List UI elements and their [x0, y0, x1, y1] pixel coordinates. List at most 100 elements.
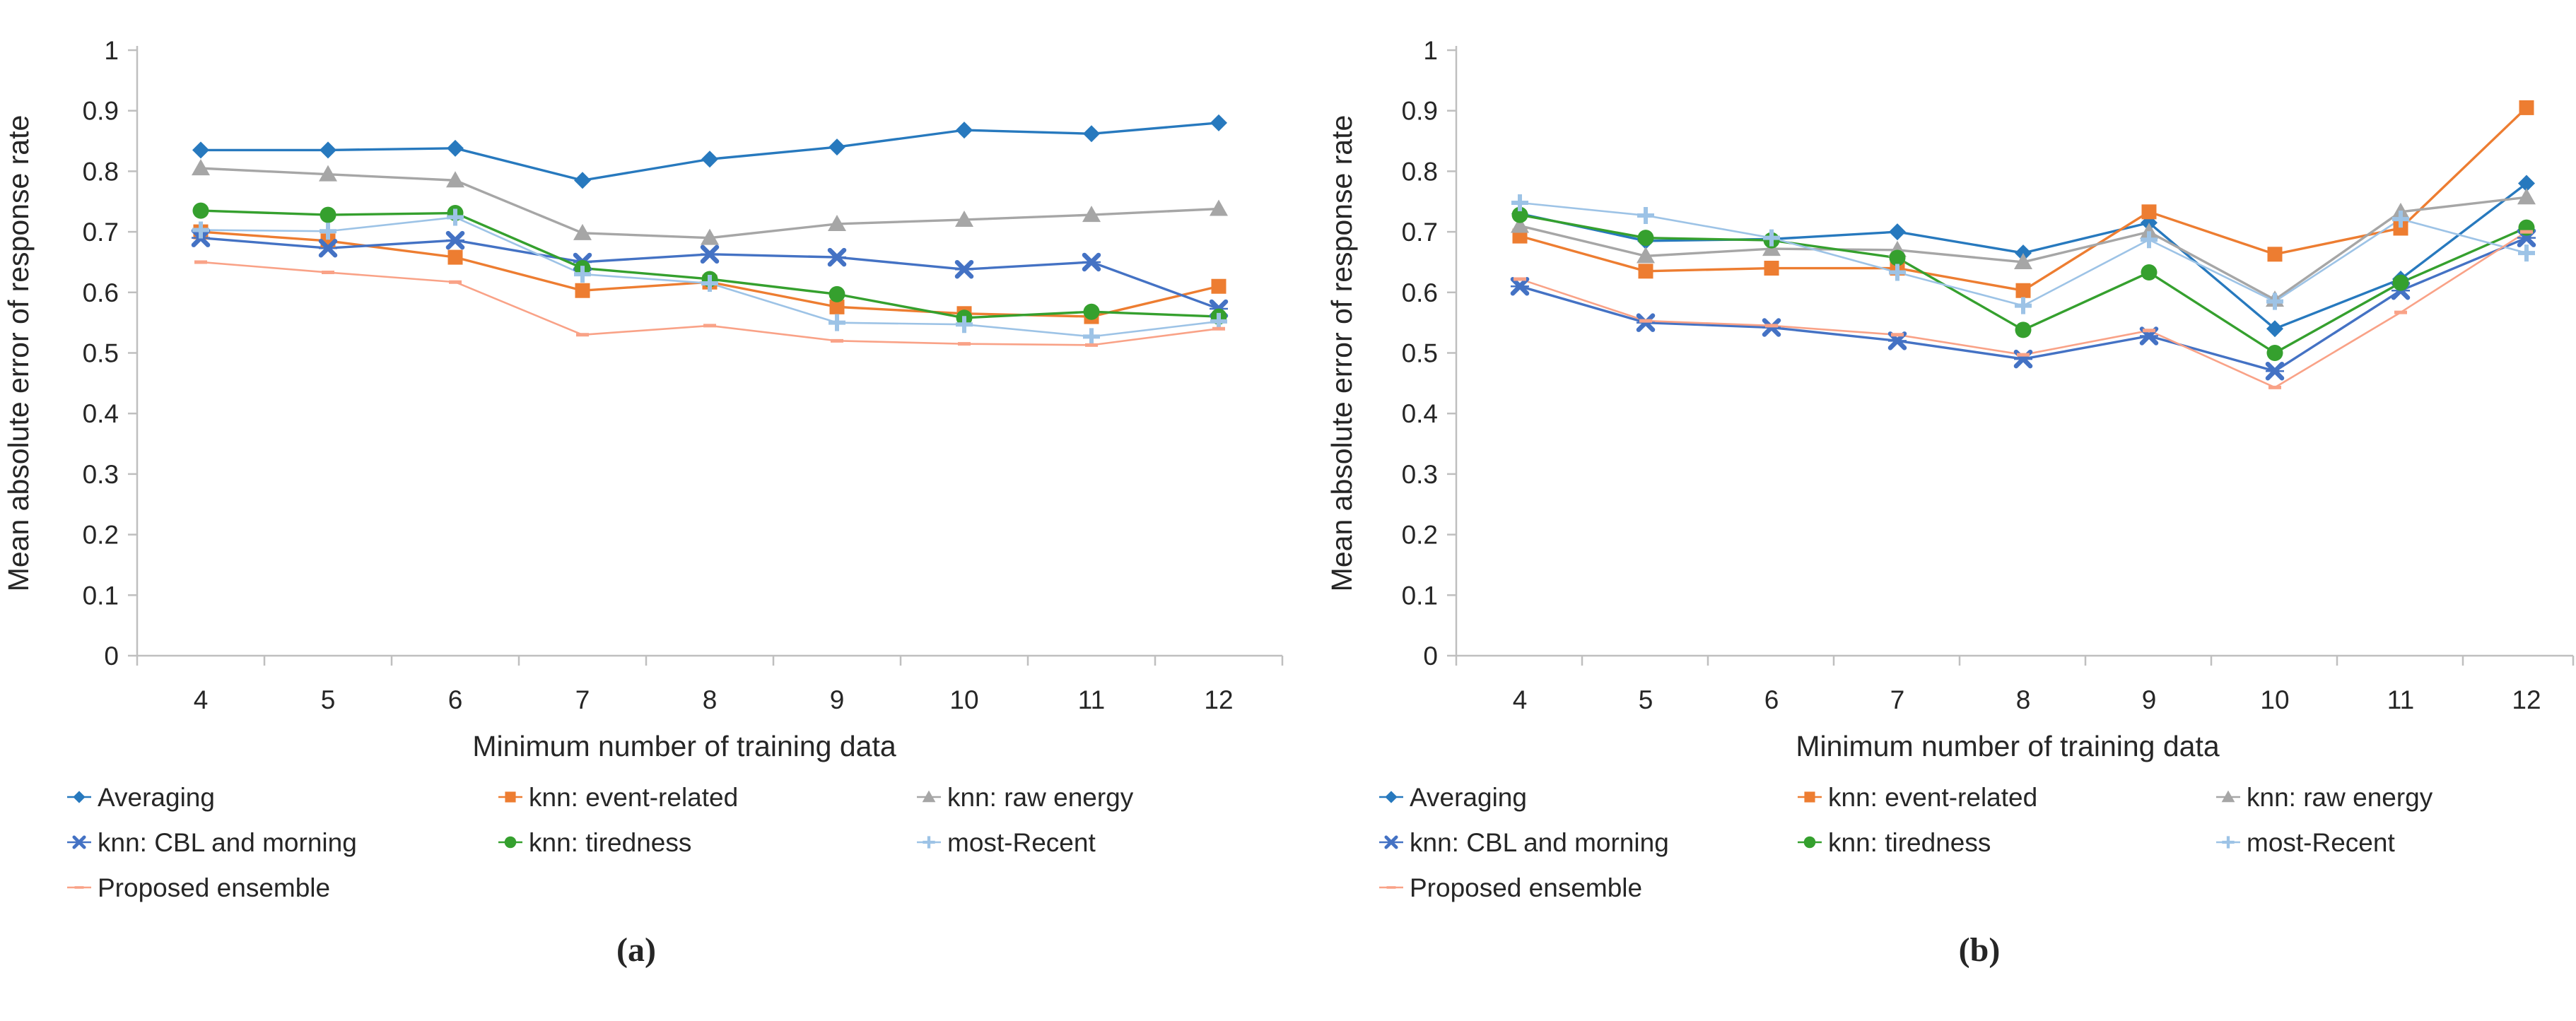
legend-label: knn: raw energy: [947, 783, 1134, 812]
legend-label: most-Recent: [947, 828, 1096, 857]
y-tick-label: 0.2: [1402, 521, 1438, 550]
x-tick-label: 6: [448, 685, 463, 714]
square-marker: [1211, 278, 1226, 294]
plus-marker: [2266, 293, 2283, 310]
x-tick-label: 7: [1890, 685, 1905, 714]
legend-label: Proposed ensemble: [1410, 873, 1642, 902]
legend: Averaging knn: event-related knn: raw ener…: [67, 783, 1134, 902]
plus-marker: [192, 221, 209, 239]
triangle-marker: [2014, 252, 2032, 269]
circle-marker: [2266, 345, 2283, 361]
y-tick-label: 0.4: [1402, 399, 1438, 428]
y-axis-title: Mean absolute error of response rate: [1325, 115, 1358, 592]
legend-label: Averaging: [98, 783, 215, 812]
series-markers-6: [1514, 230, 2533, 389]
circle-marker: [1889, 249, 1906, 266]
diamond-marker: [1083, 125, 1100, 143]
series-markers-2: [192, 159, 1228, 245]
diamond-marker: [1210, 114, 1227, 131]
y-tick-label: 0.2: [83, 521, 119, 550]
y-tick-label: 1: [104, 36, 119, 65]
square-marker: [447, 249, 463, 265]
plus-marker: [829, 314, 845, 331]
x-tick-label: 4: [194, 685, 209, 714]
triangle-marker: [1637, 247, 1655, 264]
x-tick-label: 8: [2016, 685, 2031, 714]
legend-item: Proposed ensemble: [67, 873, 330, 902]
diamond-marker: [2518, 175, 2535, 192]
diamond-marker: [192, 141, 209, 159]
circle-marker: [192, 202, 209, 219]
triangle-marker: [573, 223, 592, 240]
series-markers-6: [194, 260, 1225, 347]
y-tick-label: 0: [1423, 642, 1438, 671]
y-tick-label: 0.3: [83, 460, 119, 489]
plus-marker: [956, 316, 973, 334]
square-marker: [2015, 283, 2031, 298]
legend-label: knn: raw energy: [2247, 783, 2433, 812]
x-tick-label: 7: [575, 685, 590, 714]
circle-marker: [1511, 206, 1528, 223]
diamond-marker: [1889, 223, 1906, 241]
x-tick-label: 10: [949, 685, 978, 714]
legend-item: knn: CBL and morning: [1379, 828, 1669, 857]
series-markers-5: [192, 208, 1227, 346]
x-tick-label: 5: [1639, 685, 1653, 714]
triangle-marker: [2140, 223, 2158, 240]
series-markers-1: [1512, 100, 2534, 298]
plus-marker: [1511, 194, 1528, 211]
circle-marker: [1803, 836, 1816, 849]
circle-marker: [829, 285, 845, 302]
legend-label: knn: tiredness: [1828, 828, 1991, 857]
legend-label: knn: event-related: [1828, 783, 2037, 812]
square-marker: [1804, 791, 1815, 803]
y-tick-label: 1: [1423, 36, 1438, 65]
plus-marker: [2141, 231, 2158, 249]
x-tick-label: 12: [2512, 685, 2541, 714]
diamond-marker: [956, 122, 973, 139]
legend-label: knn: event-related: [529, 783, 738, 812]
circle-marker: [1637, 230, 1654, 247]
triangle-marker: [922, 790, 936, 803]
diamond-marker: [574, 172, 591, 189]
panel-sublabel: (a): [616, 931, 656, 969]
x-tick-label: 4: [1513, 685, 1528, 714]
series-markers-0: [192, 114, 1227, 189]
y-tick-label: 0.7: [83, 218, 119, 247]
triangle-marker: [1210, 199, 1228, 216]
circle-marker: [1083, 303, 1100, 320]
x-axis-title: Minimum number of training data: [1796, 730, 2220, 762]
triangle-marker: [2517, 188, 2536, 205]
circle-marker: [320, 206, 336, 223]
plus-marker: [320, 223, 336, 240]
legend-label: Averaging: [1410, 783, 1527, 812]
y-tick-label: 0.5: [83, 339, 119, 368]
plus-marker: [574, 266, 591, 283]
y-tick-label: 0.1: [1402, 581, 1438, 610]
y-tick-label: 0.9: [83, 97, 119, 126]
legend-item: most-Recent: [2216, 828, 2395, 857]
legend-item: knn: event-related: [1798, 783, 2037, 812]
y-tick-label: 0.8: [1402, 157, 1438, 186]
chart-panel-a: 1 0.9 0.8 0.7 0.6 0.5 0.4 0.3 0.2 0.1 0 4 5 6 7 8 9 10 11 1…: [2, 36, 1284, 969]
legend-label: Proposed ensemble: [98, 873, 330, 902]
x-axis-title: Minimum number of training data: [472, 730, 896, 762]
triangle-marker: [192, 159, 210, 176]
plus-marker: [2518, 244, 2535, 262]
x-tick-label: 11: [2387, 685, 2414, 714]
legend-label: knn: tiredness: [529, 828, 691, 857]
square-marker: [1764, 261, 1779, 276]
plus-marker: [2392, 211, 2409, 228]
triangle-marker: [319, 165, 337, 182]
legend-item: knn: raw energy: [2216, 783, 2433, 812]
y-tick-label: 0.3: [1402, 460, 1438, 489]
legend-item: knn: tiredness: [498, 828, 691, 857]
y-tick-label: 0.7: [1402, 218, 1438, 247]
y-tick-label: 0.8: [83, 157, 119, 186]
x-tick-label: 11: [1078, 685, 1105, 714]
square-marker: [1638, 264, 1653, 279]
circle-marker: [504, 836, 517, 849]
x-tick-label: 9: [830, 685, 845, 714]
legend-item: knn: raw energy: [917, 783, 1134, 812]
